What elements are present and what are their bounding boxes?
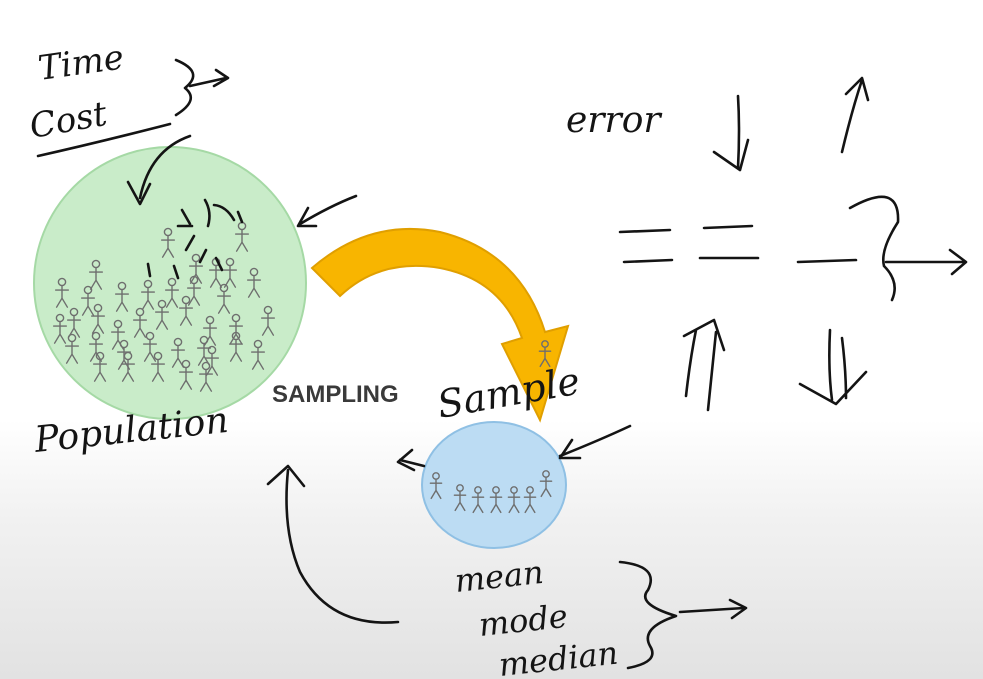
- double-down-arrow-icon: [798, 328, 868, 406]
- mean-label: mean: [453, 553, 545, 600]
- stick-figure: [251, 339, 265, 370]
- time-cost-brace: [174, 58, 195, 117]
- stick-figure: [151, 351, 165, 382]
- stick-figure: [538, 340, 552, 368]
- stick-figure: [197, 335, 211, 366]
- sampling-label: SAMPLING: [272, 381, 399, 408]
- dash-mark: [698, 224, 760, 260]
- stick-figure: [507, 486, 521, 514]
- cost-label: Cost: [27, 94, 111, 147]
- stick-figure: [523, 486, 537, 514]
- population-label: Population: [32, 400, 231, 461]
- time-label: Time: [36, 37, 127, 89]
- inner-arrow-icon: [176, 208, 194, 228]
- stick-figure: [471, 486, 485, 514]
- right-arrow-icon: [884, 248, 968, 276]
- sample-circle: [421, 421, 567, 549]
- stick-figure: [89, 331, 103, 362]
- stick-figure: [223, 257, 237, 288]
- stick-figure: [199, 361, 213, 392]
- stick-figure: [81, 285, 95, 316]
- stick-figure: [161, 227, 175, 258]
- stick-figure: [179, 359, 193, 390]
- stick-figure: [229, 313, 243, 344]
- stick-figure: [489, 486, 503, 514]
- stick-figure: [121, 351, 135, 382]
- stick-figure: [93, 351, 107, 382]
- stick-figure: [171, 337, 185, 368]
- stick-figure: [165, 277, 179, 308]
- stick-figure: [247, 267, 261, 298]
- stick-figure: [89, 259, 103, 290]
- dash-mark: [796, 258, 858, 264]
- sampling-arrow: [310, 228, 570, 423]
- dash-mark: [618, 228, 674, 264]
- population-figures: [53, 221, 275, 392]
- stick-figure: [111, 319, 125, 350]
- sample-figures: [429, 470, 553, 514]
- cost-underline: [36, 122, 172, 158]
- stick-figure: [117, 339, 131, 370]
- population-pointer-arrow-icon: [296, 194, 358, 228]
- inner-arrow-icon: [203, 198, 244, 228]
- sample-left-arrow-icon: [396, 448, 426, 472]
- stick-figure: [203, 315, 217, 346]
- inner-arrow-icon: [184, 234, 208, 264]
- ink-strokes: [36, 58, 968, 670]
- stick-figure: [53, 313, 67, 344]
- cost-down-arrow-icon: [126, 134, 192, 206]
- up-arrow-icon: [840, 76, 870, 154]
- stick-figure: [429, 472, 443, 500]
- stats-brace: [618, 560, 678, 670]
- population-circle: [33, 146, 307, 420]
- sample-label: Sample: [434, 359, 583, 427]
- error-down-arrow-icon: [712, 94, 750, 172]
- median-label: median: [497, 634, 620, 679]
- stick-figure: [91, 303, 105, 334]
- stick-figure: [539, 470, 553, 498]
- mode-label: mode: [477, 597, 570, 644]
- time-cost-arrow-icon: [188, 68, 230, 88]
- stick-figure: [179, 295, 193, 326]
- stats-arrow-icon: [678, 598, 748, 620]
- sample-pointer-arrow-icon: [558, 424, 632, 460]
- stick-figure: [65, 333, 79, 364]
- stick-figure: [141, 279, 155, 310]
- stick-figure: [453, 484, 467, 512]
- inner-arrow-icon: [146, 256, 224, 280]
- stick-figure: [155, 299, 169, 330]
- stick-figure: [55, 277, 69, 308]
- question-brace: [848, 195, 900, 302]
- stick-figure: [205, 345, 219, 376]
- stick-figure: [143, 331, 157, 362]
- stick-figure: [217, 283, 231, 314]
- stick-figure: [67, 307, 81, 338]
- return-loop-arrow-icon: [266, 464, 400, 624]
- arrow-figure: [538, 340, 552, 368]
- stick-figure: [261, 305, 275, 336]
- stick-figure: [115, 281, 129, 312]
- error-label: error: [566, 100, 662, 141]
- double-up-arrow-icon: [682, 318, 726, 412]
- stick-figure: [189, 253, 203, 284]
- stick-figure: [187, 275, 201, 306]
- stick-figure: [133, 307, 147, 338]
- stick-figure: [229, 331, 243, 362]
